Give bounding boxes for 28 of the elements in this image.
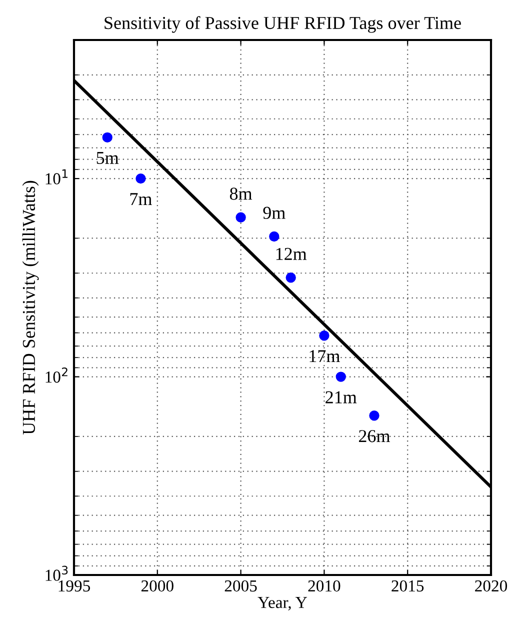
chart-title: Sensitivity of Passive UHF RFID Tags over Time [104,16,461,33]
annotation: 17m [310,350,340,362]
point [286,272,296,283]
x-tick-label: 1995 [58,580,90,592]
point [336,372,346,382]
x-tick-label: 2005 [224,580,257,592]
point [102,132,112,142]
x-tick-label: 2000 [141,580,174,592]
annotation: 8m [230,188,252,200]
x-tick-label: 2020 [475,580,508,592]
y-tick-label: 10$^{2}$ [46,368,68,383]
point [136,173,146,184]
annotation: 21m [326,391,357,404]
y-axis-title: UHF RFID Sensitivity (milliWatts) [22,180,39,435]
annotation: 7m [130,193,152,205]
annotation: 26m [358,430,390,442]
point [269,231,280,242]
point [319,330,330,341]
y-tick-label: 10$^{1}$ [46,169,68,184]
point [236,212,246,222]
point [369,410,380,421]
annotation: 5m [96,152,119,164]
annotation: 12m [276,248,307,260]
x-tick-label: 2010 [308,580,340,592]
x-axis-title: Year, Y [258,597,307,610]
x-tick-label: 2015 [392,580,424,592]
annotation: 9m [263,206,286,219]
y-tick-label: 10$^{3}$ [46,566,68,581]
